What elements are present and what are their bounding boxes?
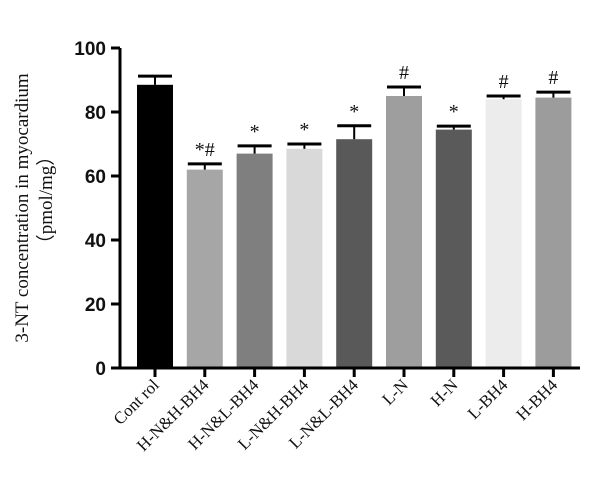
x-tick-label: H-N [427, 375, 462, 410]
y-axis-label-line1: 3-NT concentration in myocardium [12, 73, 33, 342]
y-tick-label: 100 [74, 39, 106, 60]
significance-marker: * [250, 121, 260, 143]
bar [236, 153, 273, 368]
bar [386, 96, 422, 368]
significance-marker: # [399, 62, 409, 84]
y-axis-label-line2: （pmol/mg） [35, 147, 57, 254]
significance-marker: * [349, 101, 359, 123]
bars: *#* **#*# # [137, 62, 572, 369]
bar [286, 148, 323, 368]
y-axis-label: 3-NT concentration in myocardium （pmol/m… [12, 73, 57, 342]
significance-marker: # [499, 71, 509, 93]
y-tick-label: 80 [85, 103, 106, 124]
bar [485, 99, 522, 368]
significance-marker: *# [195, 139, 215, 161]
bar [336, 139, 373, 368]
x-axis: Cont rolH-N&H-BH4H-N&L-BH4L-N&H-BH4L-N&L… [110, 366, 580, 455]
bar [186, 169, 223, 368]
significance-marker: # [548, 67, 558, 89]
y-tick-label: 20 [85, 295, 106, 316]
y-axis: 0 20 40 60 80 100 [74, 39, 122, 380]
significance-marker: * [299, 119, 309, 141]
x-tick-label: L-N [378, 375, 411, 408]
bar [435, 129, 472, 368]
significance-marker: * [449, 101, 459, 123]
bar [535, 97, 572, 368]
x-tick-label: L-BH4 [464, 375, 512, 423]
bar [137, 84, 173, 369]
y-tick-label: 0 [95, 359, 106, 380]
y-tick-label: 60 [85, 167, 106, 188]
y-tick-label: 40 [85, 231, 106, 252]
x-tick-label: H-BH4 [512, 375, 561, 424]
